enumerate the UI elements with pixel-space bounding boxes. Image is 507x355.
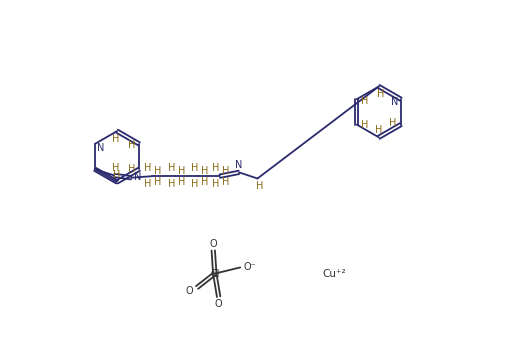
Text: H: H bbox=[144, 164, 152, 174]
Text: O: O bbox=[186, 286, 193, 296]
Text: O: O bbox=[215, 299, 223, 308]
Text: H: H bbox=[155, 178, 162, 187]
Text: H: H bbox=[222, 166, 230, 176]
Text: N: N bbox=[235, 160, 242, 170]
Text: H: H bbox=[389, 118, 397, 128]
Text: H: H bbox=[191, 164, 198, 174]
Text: H: H bbox=[361, 120, 368, 130]
Text: H: H bbox=[212, 164, 220, 174]
Text: H: H bbox=[212, 179, 220, 189]
Text: O: O bbox=[209, 239, 217, 249]
Text: O⁻: O⁻ bbox=[244, 262, 257, 272]
Text: H: H bbox=[177, 166, 185, 176]
Text: H: H bbox=[128, 140, 135, 151]
Text: N: N bbox=[134, 172, 141, 182]
Text: N: N bbox=[97, 143, 105, 153]
Text: H: H bbox=[112, 134, 119, 144]
Text: H: H bbox=[201, 178, 208, 187]
Text: H: H bbox=[128, 164, 136, 174]
Text: H: H bbox=[222, 178, 230, 187]
Text: H: H bbox=[375, 125, 382, 135]
Text: H: H bbox=[191, 179, 198, 189]
Text: Cu⁺²: Cu⁺² bbox=[322, 269, 346, 279]
Text: H: H bbox=[201, 166, 208, 176]
Text: H: H bbox=[167, 179, 175, 189]
Text: Cl: Cl bbox=[210, 269, 220, 279]
Text: H: H bbox=[155, 166, 162, 176]
Text: H: H bbox=[361, 96, 368, 106]
Text: H: H bbox=[256, 181, 264, 191]
Text: H: H bbox=[144, 179, 152, 189]
Text: H: H bbox=[177, 178, 185, 187]
Text: H: H bbox=[112, 164, 120, 174]
Text: H: H bbox=[114, 170, 121, 180]
Text: H: H bbox=[167, 164, 175, 174]
Text: N: N bbox=[391, 97, 399, 106]
Text: H: H bbox=[377, 89, 384, 99]
